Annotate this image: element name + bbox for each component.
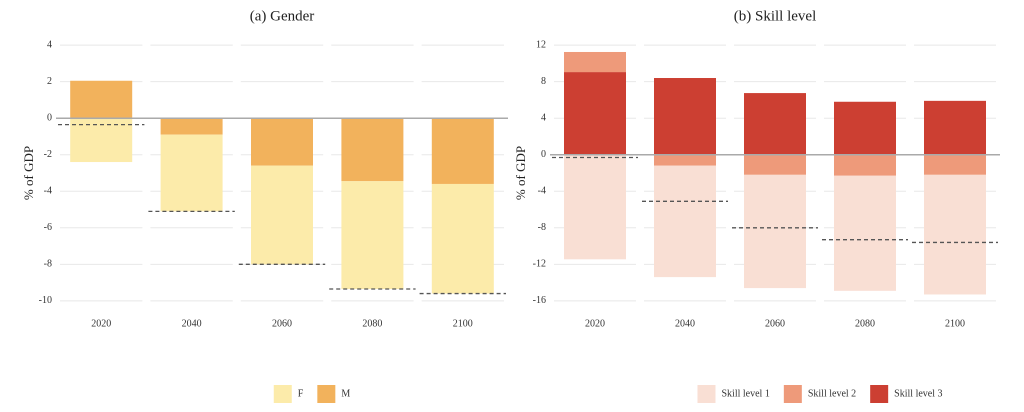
bar-segment [251,165,313,265]
legend-swatch [697,385,716,403]
bar-segment [341,118,404,182]
bar-segment [654,78,716,155]
bar-segment [251,118,313,166]
y-tick-label: 4 [47,39,52,50]
bar-segment [341,181,404,289]
y-tick-label: -2 [44,149,52,160]
legend-swatch [783,385,802,403]
bar-segment [70,118,133,163]
y-tick-label: -16 [533,295,546,306]
y-tick-label: 8 [541,76,546,87]
bar-segment [70,80,133,119]
bar-segment [744,154,806,175]
legend-swatch [870,385,889,403]
bar-segment [431,183,494,294]
bar-segment [160,118,223,135]
x-tick-label: 2040 [182,318,202,329]
legend-swatch [317,385,336,403]
bar-segment [160,134,223,212]
y-tick-label: 2 [47,76,52,87]
x-tick-label: 2060 [765,318,785,329]
x-tick-label: 2020 [585,318,605,329]
bar-segment [744,93,806,155]
bar-segment [924,174,986,295]
y-tick-label: -8 [538,222,546,233]
legend-label: Skill level 3 [894,388,942,399]
y-tick-label: -8 [44,259,52,270]
bar-segment [654,154,716,166]
x-tick-label: 2100 [453,318,473,329]
bar-segment [564,72,626,155]
bar-segment [834,101,896,155]
y-tick-label: 0 [47,112,52,123]
y-tick-label: 0 [541,149,546,160]
legend-label: F [298,388,304,399]
y-tick-label: 4 [541,112,546,123]
x-tick-label: 2040 [675,318,695,329]
y-tick-label: -12 [533,259,546,270]
legend-label: Skill level 2 [808,388,856,399]
bar-segment [834,154,896,176]
bar-segment [564,154,626,260]
x-tick-label: 2100 [945,318,965,329]
x-tick-label: 2060 [272,318,292,329]
chart-title: (b) Skill level [734,8,817,24]
x-tick-label: 2020 [91,318,111,329]
bar-segment [431,118,494,184]
bar-segment [834,175,896,291]
x-tick-label: 2080 [362,318,382,329]
bar-segment [564,51,626,73]
y-tick-label: -10 [39,295,52,306]
chart-title: (a) Gender [250,8,315,24]
bar-segment [924,154,986,175]
y-tick-label: 12 [536,39,546,50]
legend-label: M [341,388,350,399]
y-axis-label: % of GDP [21,146,36,200]
bar-segment [924,100,986,155]
legend-label: Skill level 1 [721,388,769,399]
x-tick-label: 2080 [855,318,875,329]
bar-segment [744,174,806,289]
y-tick-label: -6 [44,222,52,233]
y-tick-label: -4 [44,186,52,197]
y-axis-label: % of GDP [513,146,528,200]
legend-swatch [273,385,292,403]
y-tick-label: -4 [538,186,546,197]
bar-segment [654,165,716,278]
